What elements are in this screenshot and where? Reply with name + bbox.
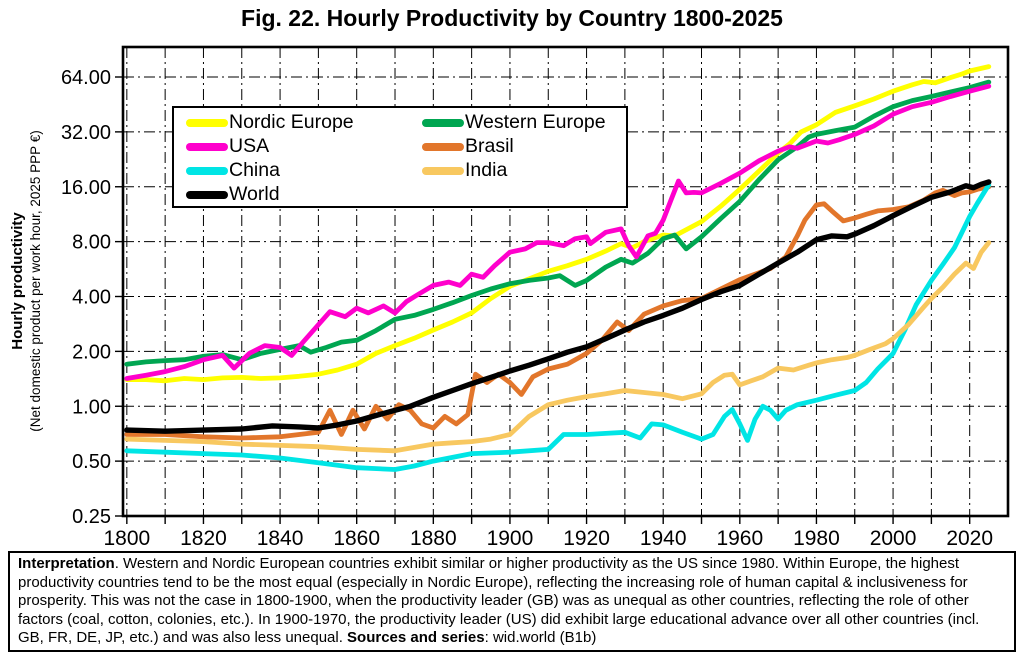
legend-item-world: World — [186, 185, 422, 205]
legend-swatch-western_europe — [422, 119, 464, 127]
x-tick-label: 2000 — [870, 527, 917, 550]
y-tick-label: 0.50 — [72, 451, 111, 473]
x-tick-label: 1980 — [793, 527, 840, 550]
legend-item-nordic_europe: Nordic Europe — [186, 113, 422, 133]
legend-label-western_europe: Western Europe — [465, 111, 606, 134]
x-tick-label: 1800 — [103, 527, 150, 550]
y-tick-label: 32.00 — [61, 122, 111, 144]
interpretation-body: . Western and Nordic European countries … — [18, 555, 980, 647]
sources-value: : wid.world (B1b) — [484, 629, 597, 647]
y-tick-label: 64.00 — [61, 67, 111, 89]
legend-grid: Nordic Europe Western Europe USA Brasil Chin… — [186, 111, 626, 207]
legend-label-india: India — [465, 159, 508, 182]
legend-swatch-india — [422, 167, 464, 175]
legend-label-china: China — [229, 159, 280, 182]
legend-item-china: China — [186, 161, 422, 181]
legend-label-world: World — [229, 183, 280, 206]
plot-border — [121, 45, 1010, 518]
x-tick-label: 1940 — [640, 527, 687, 550]
legend-label-nordic_europe: Nordic Europe — [229, 111, 354, 134]
x-tick-label: 1900 — [487, 527, 534, 550]
series-line-western_europe — [124, 79, 992, 367]
x-tick-label: 1880 — [410, 527, 457, 550]
y-axis-title-main: Hourly productivity — [9, 212, 26, 350]
legend-item-western_europe: Western Europe — [422, 113, 626, 133]
sources-label: Sources and series — [347, 629, 485, 647]
legend-swatch-china — [186, 167, 228, 175]
series-line-brasil — [124, 184, 992, 441]
x-tick-label: 1960 — [716, 527, 763, 550]
y-tick-label: 16.00 — [61, 177, 111, 199]
legend-swatch-brasil — [422, 143, 464, 151]
x-tick-label: 1860 — [333, 527, 380, 550]
y-tick-label: 2.00 — [72, 341, 111, 363]
series-line-world — [124, 179, 992, 434]
legend: Nordic Europe Western Europe USA Brasil Chin… — [172, 106, 628, 208]
y-tick-label: 8.00 — [72, 232, 111, 254]
legend-label-usa: USA — [229, 135, 270, 158]
y-tick-label: 1.00 — [72, 396, 111, 418]
legend-swatch-world — [186, 191, 228, 199]
legend-item-india: India — [422, 161, 626, 181]
y-axis-title-sub: (Net domestic product per work hour, 202… — [28, 130, 43, 432]
legend-item-usa: USA — [186, 137, 422, 157]
chart-title: Fig. 22. Hourly Productivity by Country … — [241, 5, 783, 31]
legend-swatch-usa — [186, 143, 228, 151]
x-tick-label: 1920 — [563, 527, 610, 550]
legend-label-brasil: Brasil — [465, 135, 514, 158]
interpretation-lead: Interpretation — [18, 555, 115, 572]
x-tick-label: 1840 — [257, 527, 304, 550]
x-tick-label: 2020 — [946, 527, 993, 550]
legend-swatch-nordic_europe — [186, 119, 228, 127]
y-axis-title: Hourly productivity (Net domestic produc… — [8, 21, 52, 541]
series-line-india — [124, 240, 992, 454]
series-line-usa — [124, 83, 992, 381]
interpretation-box: Interpretation. Western and Nordic Europ… — [8, 551, 1016, 652]
legend-item-brasil: Brasil — [422, 137, 626, 157]
y-tick-label: 0.25 — [72, 506, 111, 528]
series-line-nordic_europe — [124, 64, 992, 384]
x-tick-label: 1820 — [180, 527, 227, 550]
y-tick-label: 4.00 — [72, 287, 111, 309]
